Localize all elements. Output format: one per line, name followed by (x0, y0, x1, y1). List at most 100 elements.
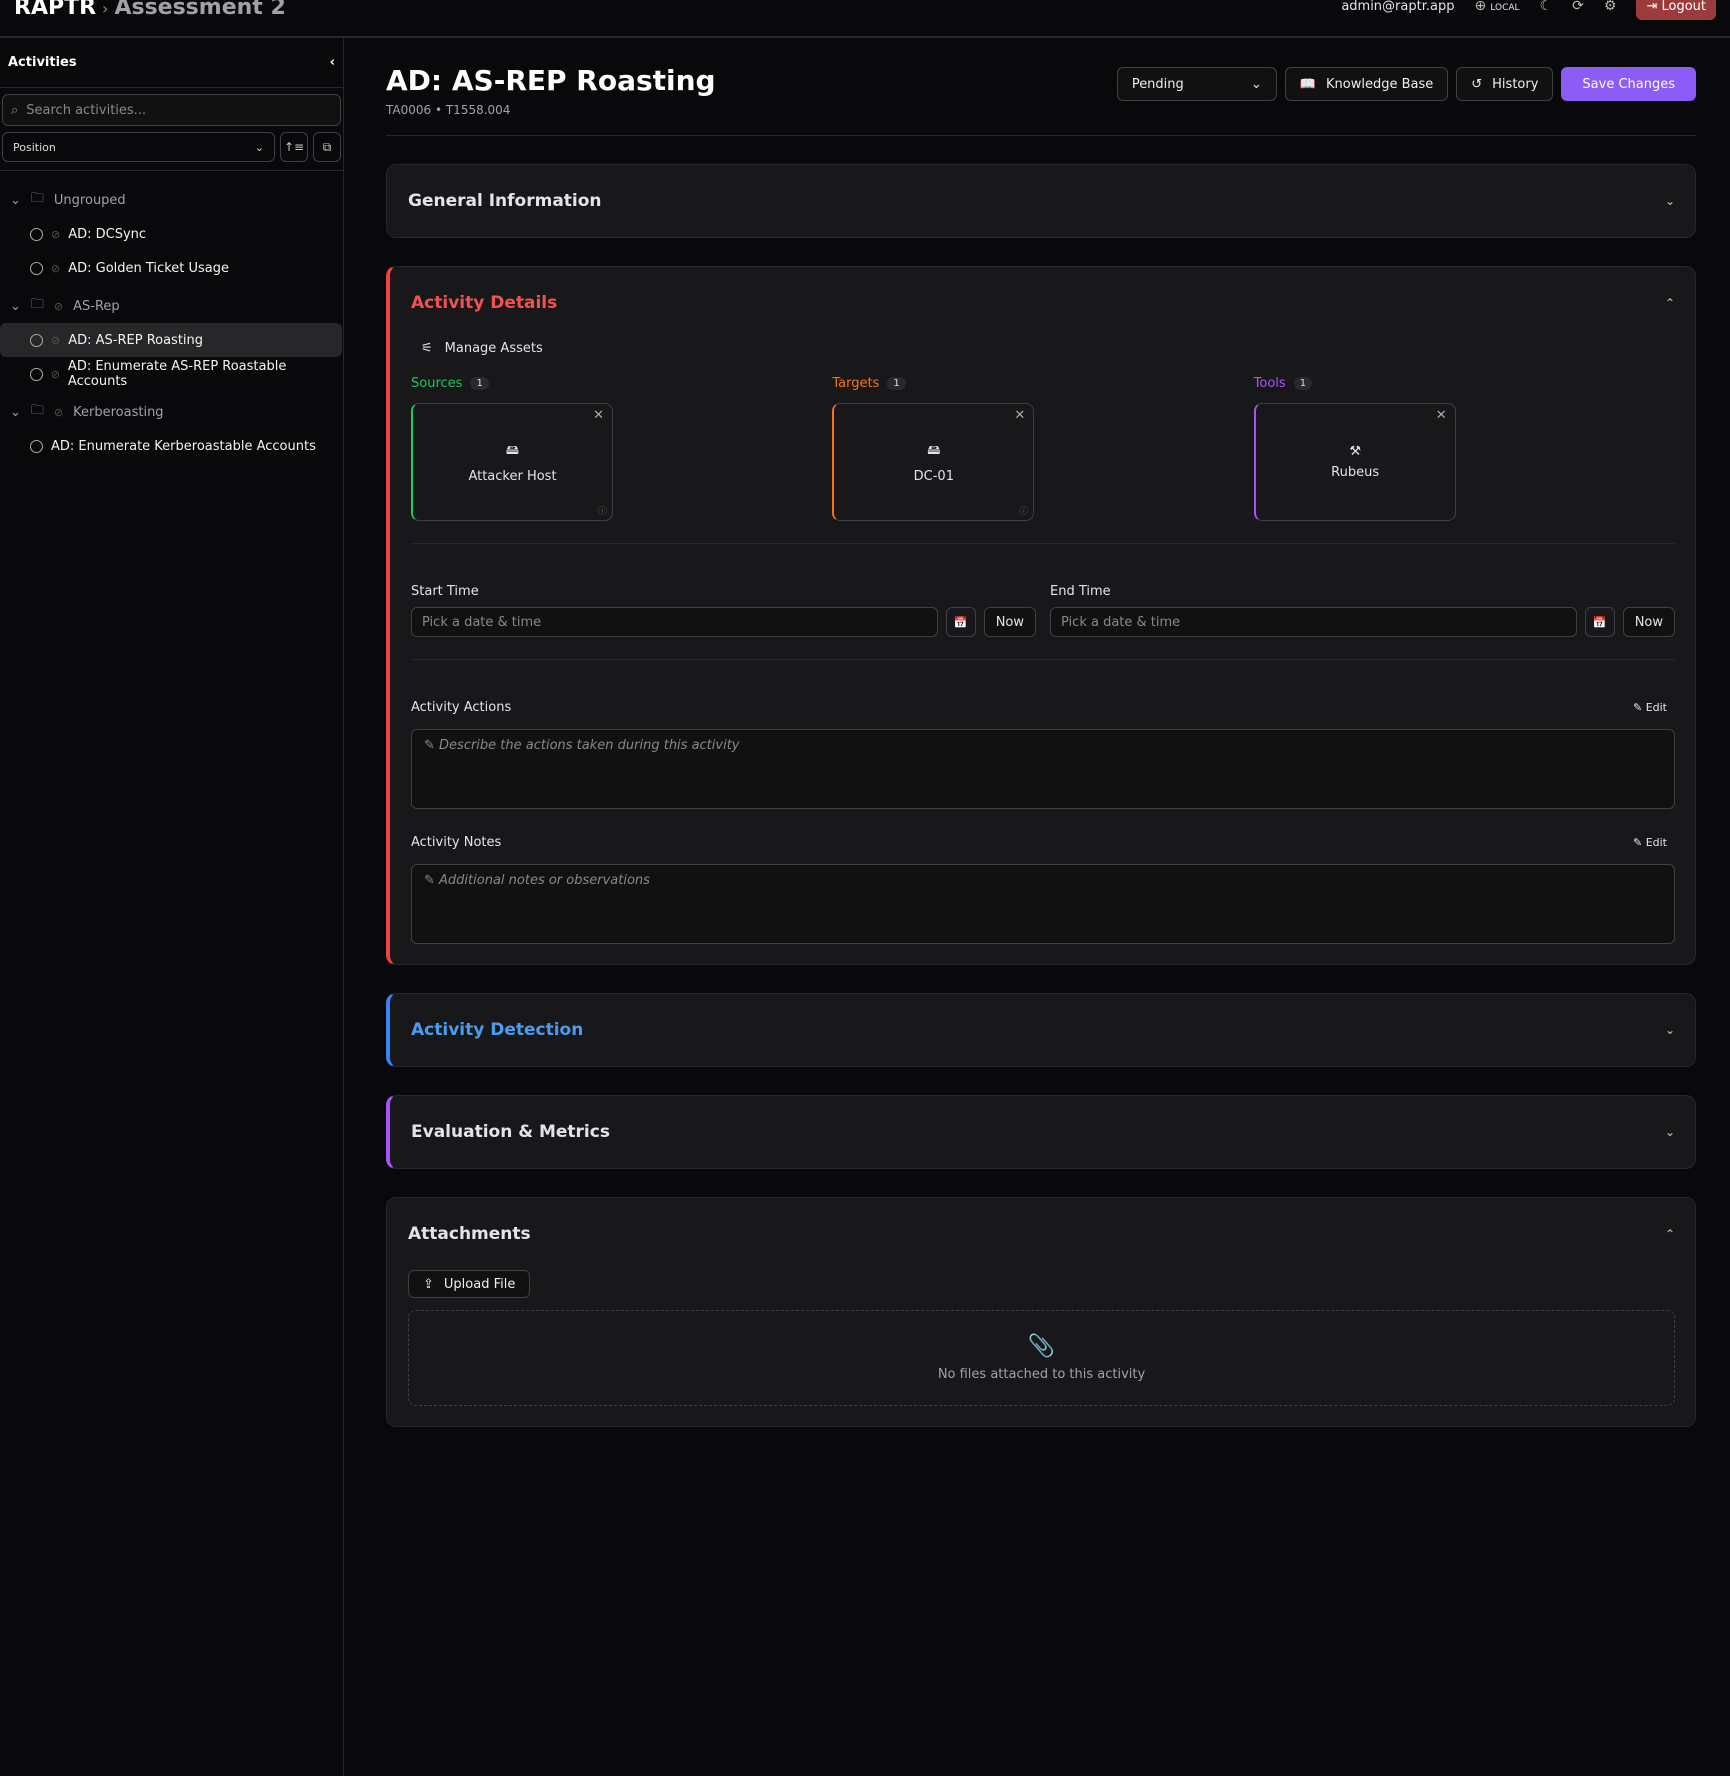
close-icon[interactable]: ✕ (1435, 408, 1447, 423)
section-header[interactable]: Attachments ⌃ (387, 1198, 1695, 1270)
status-circle-icon (30, 367, 43, 381)
gear-icon[interactable]: ⚙ (1603, 0, 1617, 14)
top-bar: RAPTR › Assessment 2 admin@raptr.app ⊕ LOC… (0, 0, 1730, 38)
chevron-up-icon: ⌃ (1664, 296, 1675, 310)
evaluation-section: Evaluation & Metrics ⌄ (386, 1095, 1696, 1169)
section-header[interactable]: Evaluation & Metrics ⌄ (390, 1096, 1695, 1168)
search-placeholder: Search activities... (26, 102, 147, 118)
history-icon: ↺ (1471, 76, 1483, 92)
start-now-button[interactable]: Now (983, 607, 1036, 637)
calendar-icon[interactable]: 📅 (1584, 607, 1615, 637)
knowledge-base-button[interactable]: 📖 Knowledge Base (1284, 67, 1449, 101)
sort-order-button[interactable]: ↑≡ (280, 132, 308, 162)
upload-file-button[interactable]: ⇪ Upload File (408, 1270, 531, 1298)
collapse-sidebar-icon[interactable]: ‹ (329, 55, 335, 70)
drop-zone[interactable]: 📎 No files attached to this activity (408, 1310, 1675, 1406)
eye-off-icon: ⊘ (51, 333, 61, 347)
mode-toggle[interactable]: ⊕ LOCAL (1474, 0, 1519, 14)
sort-select[interactable]: Position ⌄ (2, 132, 275, 162)
group-kerberoasting[interactable]: ⌄ 🗀 ⊘ Kerberoasting (0, 395, 343, 429)
eye-off-icon: ⊘ (53, 405, 64, 419)
folder-icon: 🗀 (30, 403, 44, 418)
eye-off-icon: ⊘ (51, 261, 61, 275)
breadcrumb: RAPTR › Assessment 2 (14, 0, 286, 20)
sort-value: Position (13, 140, 56, 154)
page-title: AD: AS-REP Roasting (386, 64, 716, 97)
info-icon[interactable]: ⓘ (597, 507, 607, 517)
close-icon[interactable]: ✕ (593, 408, 604, 423)
general-information-section: General Information ⌄ (386, 164, 1696, 238)
moon-icon[interactable]: ☾ (1539, 0, 1553, 14)
sidebar-title: Activities (8, 55, 77, 70)
group-name: AS-Rep (73, 298, 120, 314)
kb-label: Knowledge Base (1326, 76, 1434, 92)
activity-detection-section: Activity Detection ⌄ (386, 993, 1696, 1067)
section-title: General Information (408, 191, 602, 211)
edit-notes-button[interactable]: ✎ Edit (1632, 836, 1667, 849)
paperclip-icon: 📎 (1027, 1334, 1056, 1359)
upload-label: Upload File (443, 1276, 516, 1292)
group-as-rep[interactable]: ⌄ 🗀 ⊘ AS-Rep (0, 289, 343, 323)
eye-off-icon: ⊘ (53, 299, 64, 313)
count-badge: 1 (887, 377, 906, 390)
brand-link[interactable]: RAPTR (14, 0, 97, 20)
section-title: Attachments (408, 1224, 531, 1244)
end-time-input[interactable]: Pick a date & time (1050, 607, 1577, 637)
asset-name: Attacker Host (468, 468, 557, 484)
list-item-active[interactable]: ⊘ AD: AS-REP Roasting (0, 323, 342, 357)
activity-actions-label: Activity Actions (411, 700, 512, 715)
copy-icon: ⧉ (322, 139, 332, 154)
sliders-icon: ⚟ (421, 341, 433, 356)
manage-assets-button[interactable]: ⚟ Manage Assets (421, 341, 1675, 356)
section-header[interactable]: Activity Details ⌃ (390, 267, 1695, 339)
status-value: Pending (1131, 76, 1184, 92)
hammer-icon: ⚒ (1349, 444, 1361, 459)
upload-icon: ⇪ (423, 1276, 434, 1292)
history-label: History (1492, 76, 1539, 92)
section-header[interactable]: Activity Detection ⌄ (390, 994, 1695, 1066)
edit-actions-button[interactable]: ✎ Edit (1632, 701, 1667, 714)
start-time-label: Start Time (411, 584, 479, 599)
chevron-down-icon: ⌄ (10, 192, 21, 208)
activity-actions-field[interactable]: ✎ Describe the actions taken during this… (411, 729, 1675, 809)
history-button[interactable]: ↺ History (1456, 67, 1554, 101)
close-icon[interactable]: ✕ (1014, 408, 1026, 423)
tools-column: Tools 1 ✕ ⚒ Rubeus (1253, 376, 1675, 521)
targets-column: Targets 1 ✕ 🖴 DC-01 ⓘ (832, 376, 1253, 521)
sort-az-icon: ↑≡ (283, 140, 305, 154)
section-title: Activity Details (411, 293, 558, 313)
project-name[interactable]: Assessment 2 (114, 0, 286, 20)
search-input[interactable]: ⌕ Search activities... (2, 94, 341, 126)
list-item[interactable]: ⊘ AD: Enumerate AS-REP Roastable Accounts (0, 357, 342, 391)
start-time-input[interactable]: Pick a date & time (411, 607, 938, 637)
logout-button[interactable]: ⇥ Logout (1636, 0, 1716, 20)
chevron-down-icon: ⌄ (10, 404, 21, 420)
group-ungrouped[interactable]: ⌄ 🗀 Ungrouped (0, 183, 343, 217)
book-icon: 📖 (1299, 76, 1316, 92)
divider (411, 543, 1675, 544)
activity-notes-field[interactable]: ✎ Additional notes or observations (411, 864, 1675, 944)
section-title: Evaluation & Metrics (411, 1122, 610, 1142)
list-item[interactable]: ⊘ AD: DCSync (0, 217, 342, 251)
section-header[interactable]: General Information ⌄ (387, 165, 1695, 237)
refresh-icon[interactable]: ⟳ (1572, 0, 1584, 14)
calendar-icon[interactable]: 📅 (945, 607, 976, 637)
technique-ids: TA0006 • T1558.004 (386, 103, 511, 117)
status-select[interactable]: Pending ⌄ (1116, 67, 1277, 101)
end-now-button[interactable]: Now (1622, 607, 1675, 637)
asset-name: Rubeus (1331, 465, 1380, 480)
save-changes-button[interactable]: Save Changes (1561, 67, 1696, 101)
asset-card[interactable]: ✕ 🖴 DC-01 ⓘ (832, 403, 1035, 521)
asset-card[interactable]: ✕ 🖴 Attacker Host ⓘ (411, 403, 613, 521)
breadcrumb-separator: › (102, 0, 109, 18)
info-icon[interactable]: ⓘ (1019, 507, 1029, 517)
item-label: AD: DCSync (68, 226, 147, 242)
attachments-section: Attachments ⌃ ⇪ Upload File 📎 No files atta… (386, 1197, 1696, 1427)
sources-column: Sources 1 ✕ 🖴 Attacker Host ⓘ (411, 376, 832, 521)
asset-card[interactable]: ✕ ⚒ Rubeus (1253, 403, 1456, 521)
list-item[interactable]: AD: Enumerate Kerberoastable Accounts (0, 429, 342, 463)
server-icon: 🖴 (927, 442, 941, 458)
list-item[interactable]: ⊘ AD: Golden Ticket Usage (0, 251, 342, 285)
copy-button[interactable]: ⧉ (313, 132, 341, 162)
sources-label: Sources (411, 376, 463, 391)
